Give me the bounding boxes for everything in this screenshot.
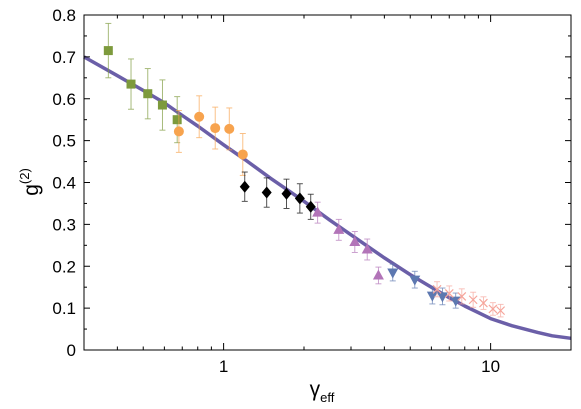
data-point-diamond xyxy=(261,186,272,199)
data-point-triangle-up xyxy=(312,206,324,217)
data-point-circle xyxy=(210,123,221,134)
data-point-triangle-down xyxy=(436,292,448,303)
x-tick-label: 10 xyxy=(481,357,500,376)
y-tick-label: 0.6 xyxy=(52,90,76,109)
y-tick-label: 0.2 xyxy=(52,257,76,276)
data-point-diamond xyxy=(294,192,305,205)
data-point-diamond xyxy=(281,187,292,200)
data-point-square xyxy=(172,115,182,125)
data-point-cross xyxy=(496,306,506,316)
y-axis-label: g(2) xyxy=(17,168,43,196)
data-point-square xyxy=(157,100,167,110)
x-axis-label-sub: eff xyxy=(320,390,335,405)
data-point-triangle-down xyxy=(426,291,438,302)
data-point-cross xyxy=(488,304,498,314)
data-point-cross xyxy=(432,284,442,294)
data-point-square xyxy=(103,46,113,56)
data-point-circle xyxy=(224,123,235,134)
y-tick-label: 0.1 xyxy=(52,299,76,318)
series-diamond xyxy=(239,171,316,220)
data-point-cross xyxy=(468,295,478,305)
theory-curve xyxy=(83,55,572,341)
x-axis-label: γeff xyxy=(310,378,335,405)
plot-frame xyxy=(83,14,572,351)
axis-ticks-layer: 0 0.1 0.2 0.3 0.4 0.5 0.6 0.7 0.8 1 10 xyxy=(52,6,571,376)
data-point-triangle-up xyxy=(349,235,361,246)
data-point-square xyxy=(126,79,136,89)
x-tick-label: 1 xyxy=(219,357,228,376)
data-point-cross xyxy=(479,298,488,308)
series-circle xyxy=(173,95,248,176)
series-square xyxy=(103,22,182,144)
y-tick-label: 0.5 xyxy=(52,132,76,151)
data-point-triangle-up xyxy=(361,243,373,254)
data-point-square xyxy=(143,89,153,99)
y-axis-label-sup: (2) xyxy=(17,168,32,184)
data-point-diamond xyxy=(305,200,316,213)
data-point-triangle-down xyxy=(409,275,421,286)
data-point-triangle-up xyxy=(372,269,384,280)
y-tick-label: 0.8 xyxy=(52,6,76,25)
data-point-circle xyxy=(194,111,205,122)
x-axis-label-base: γ xyxy=(310,378,321,401)
y-tick-label: 0.7 xyxy=(52,48,76,67)
data-point-circle xyxy=(237,149,248,160)
y-axis-label-base: g xyxy=(20,184,43,196)
data-points-layer xyxy=(103,22,506,318)
data-point-cross xyxy=(457,291,467,301)
data-point-diamond xyxy=(239,180,250,193)
series-cross xyxy=(432,281,506,318)
theory-curve-layer xyxy=(83,55,572,341)
data-point-triangle-up xyxy=(333,223,345,234)
data-point-cross xyxy=(444,289,454,298)
y-tick-label: 0 xyxy=(67,341,76,360)
data-point-triangle-down xyxy=(387,268,399,279)
data-point-circle xyxy=(173,126,184,137)
y-tick-label: 0.3 xyxy=(52,215,76,234)
series-triangle-up xyxy=(312,201,384,285)
y-tick-label: 0.4 xyxy=(52,174,76,193)
